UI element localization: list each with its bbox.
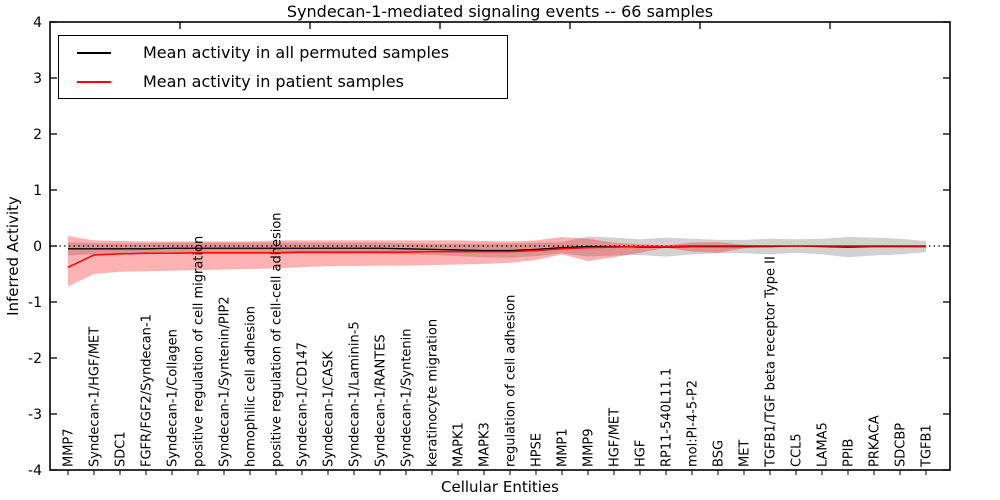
legend-label-patient: Mean activity in patient samples (143, 72, 404, 91)
legend-label-permuted: Mean activity in all permuted samples (143, 43, 450, 62)
x-category-label: Syndecan-1/Syntenin/PIP2 (218, 296, 233, 467)
legend-item-permuted: Mean activity in all permuted samples (59, 39, 507, 67)
y-tick-label: 2 (33, 127, 42, 143)
patient-line-swatch (77, 80, 111, 83)
x-category-label: FGFR/FGF2/Syndecan-1 (140, 314, 155, 467)
x-category-label: LAMA5 (816, 422, 831, 467)
x-category-label: Syndecan-1/CASK (322, 351, 337, 467)
y-tick-label: -3 (28, 407, 42, 423)
x-category-label: Syndecan-1/HGF/MET (88, 327, 103, 467)
x-category-label: TGFB1/TGF beta receptor Type II (764, 256, 779, 468)
y-tick-label: 1 (33, 183, 42, 199)
permuted-line-swatch (77, 51, 111, 54)
x-category-label: MAPK3 (478, 422, 493, 467)
x-category-label: PPIB (842, 439, 857, 467)
x-category-label: MMP7 (62, 428, 77, 467)
x-category-label: Syndecan-1/RANTES (374, 334, 389, 467)
x-category-label: MMP1 (556, 428, 571, 467)
x-category-label: positive regulation of cell-cell adhesio… (270, 212, 285, 467)
chart-title: Syndecan-1-mediated signaling events -- … (286, 2, 714, 21)
x-category-label: HPSE (530, 433, 545, 467)
x-category-label: TGFB1 (920, 424, 935, 468)
y-axis-title: Inferred Activity (4, 196, 22, 316)
x-category-label: keratinocyte migration (426, 319, 441, 467)
x-category-label: positive regulation of cell migration (192, 236, 207, 467)
legend-item-patient: Mean activity in patient samples (59, 68, 507, 96)
x-category-label: MMP9 (582, 428, 597, 467)
x-category-label: CCL5 (790, 433, 805, 467)
x-category-label: SDC1 (114, 431, 129, 467)
x-category-label: HGF (634, 440, 649, 467)
x-category-label: MET (738, 440, 753, 467)
x-category-label: HGF/MET (608, 408, 623, 467)
x-category-label: Syndecan-1/Collagen (166, 329, 181, 467)
y-tick-label: 0 (33, 239, 42, 255)
y-tick-label: 3 (33, 71, 42, 87)
x-category-label: mol:PI-4-5-P2 (686, 380, 701, 467)
y-tick-label: -1 (28, 295, 42, 311)
legend: Mean activity in all permuted samples Me… (58, 35, 508, 99)
y-tick-label: -4 (28, 463, 42, 479)
x-category-label: PRKACA (868, 415, 883, 467)
x-category-label: RP11-540L11.1 (660, 368, 675, 467)
x-category-label: SDCBP (894, 423, 909, 467)
x-category-label: Syndecan-1/CD147 (296, 342, 311, 467)
patient-mean-line (67, 245, 926, 268)
y-tick-label: 4 (33, 15, 42, 31)
x-category-label: Syndecan-1/Laminin-5 (348, 321, 363, 467)
x-category-label: Syndecan-1/Syntenin (400, 329, 415, 468)
x-category-label: MAPK1 (452, 422, 467, 467)
x-axis-title: Cellular Entities (441, 478, 559, 496)
x-category-label: homophilic cell adhesion (244, 306, 259, 467)
x-category-label: BSG (712, 440, 727, 467)
y-tick-label: -2 (28, 351, 42, 367)
x-category-label: regulation of cell adhesion (504, 295, 519, 467)
